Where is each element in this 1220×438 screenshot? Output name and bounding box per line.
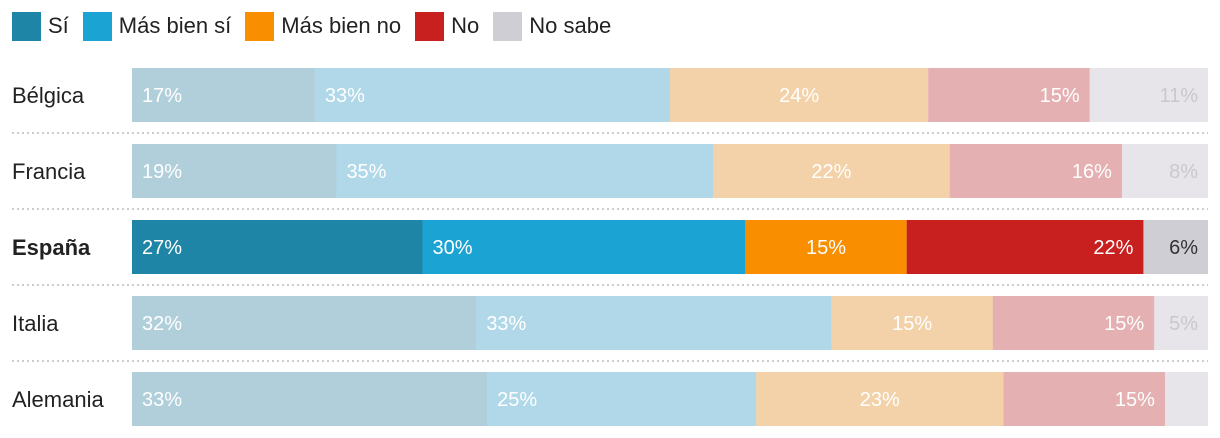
data-label: 8% — [1169, 161, 1198, 183]
bar-segment — [1089, 68, 1208, 122]
data-label: 15% — [1115, 389, 1155, 411]
bar-track — [132, 372, 1208, 426]
legend-swatch — [493, 11, 523, 41]
data-label: 22% — [811, 161, 851, 183]
data-label: 15% — [1040, 85, 1080, 107]
bar-segment — [1164, 372, 1208, 426]
data-label: 33% — [325, 85, 365, 107]
data-label: 30% — [433, 237, 473, 259]
bar-segment — [132, 296, 477, 350]
data-label: 5% — [1169, 313, 1198, 335]
legend-item: No — [415, 11, 480, 41]
data-label: 19% — [142, 161, 182, 183]
data-label: 15% — [806, 237, 846, 259]
data-label: 15% — [1104, 313, 1144, 335]
bar-track — [132, 68, 1208, 122]
legend-item: Más bien no — [245, 11, 402, 41]
bar-segment — [1121, 144, 1208, 198]
data-label: 32% — [142, 313, 182, 335]
legend-swatch — [415, 11, 445, 41]
legend-label: No sabe — [529, 13, 612, 38]
data-label: 17% — [142, 85, 182, 107]
data-label: 22% — [1093, 237, 1133, 259]
data-label: 6% — [1169, 237, 1198, 259]
bar-segment — [831, 296, 993, 350]
bar-segment — [476, 296, 832, 350]
legend-label: Sí — [48, 13, 69, 38]
bar-segment — [1143, 220, 1208, 274]
bar-segment — [1003, 372, 1165, 426]
bar-segment — [992, 296, 1155, 350]
bar-segment — [132, 220, 423, 274]
row-label: Italia — [12, 311, 59, 336]
bar-segment — [756, 372, 1004, 426]
legend-swatch — [12, 11, 41, 41]
data-label: 15% — [892, 313, 932, 335]
bar-segment — [132, 144, 337, 198]
bar-segment — [336, 144, 714, 198]
legend-label: Más bien sí — [118, 13, 232, 38]
bar-segment — [670, 68, 929, 122]
data-label: 27% — [142, 237, 182, 259]
legend-item: No sabe — [493, 11, 612, 41]
row-label: España — [12, 235, 91, 260]
row-label: Francia — [12, 159, 86, 184]
bar-segment — [745, 220, 907, 274]
row-label: Alemania — [12, 387, 104, 412]
data-label: 33% — [486, 313, 526, 335]
legend-swatch — [245, 11, 275, 41]
legend-item: Sí — [12, 11, 69, 41]
bar-segment — [713, 144, 950, 198]
bar-segment — [949, 144, 1122, 198]
data-label: 16% — [1072, 161, 1112, 183]
bar-segment — [132, 68, 315, 122]
data-label: 25% — [497, 389, 537, 411]
legend-item: Más bien sí — [82, 11, 232, 41]
data-label: 24% — [779, 85, 819, 107]
data-label: 33% — [142, 389, 182, 411]
bar-segment — [1154, 296, 1208, 350]
bar-segment — [928, 68, 1090, 122]
bar-segment — [487, 372, 757, 426]
bar-track — [132, 296, 1208, 350]
data-label: 23% — [860, 389, 900, 411]
bar-segment — [422, 220, 746, 274]
legend: Sí Más bien sí Más bien no No No sabe — [12, 10, 625, 42]
bar-segment — [314, 68, 670, 122]
bar-segment — [132, 372, 488, 426]
bar-segment — [906, 220, 1144, 274]
bar-track — [132, 144, 1208, 198]
legend-label: No — [451, 13, 480, 38]
data-label: 35% — [346, 161, 386, 183]
row-label: Bélgica — [12, 83, 85, 108]
data-label: 11% — [1159, 85, 1198, 107]
legend-label: Más bien no — [281, 13, 402, 38]
legend-swatch — [82, 11, 112, 41]
